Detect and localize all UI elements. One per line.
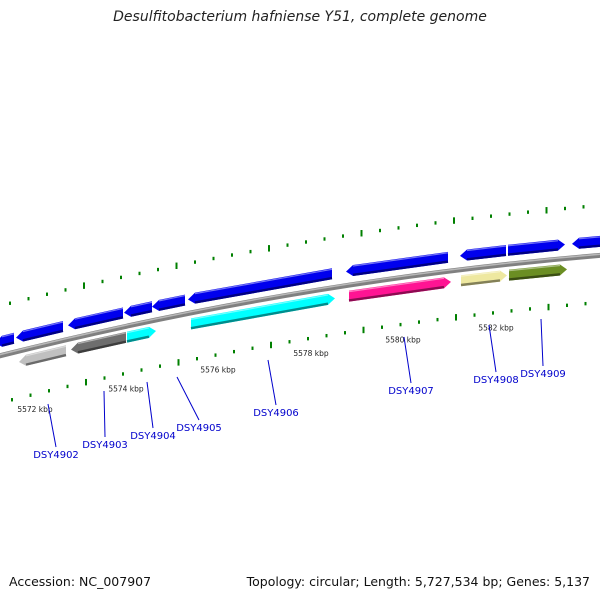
blue-gene-arrow-shine bbox=[22, 321, 64, 333]
blue-gene-arrow bbox=[152, 294, 186, 311]
blue-gene-arrow bbox=[507, 239, 565, 256]
callout-line bbox=[403, 336, 412, 384]
blue-gene-arrow-shine bbox=[352, 252, 449, 267]
callout-line bbox=[47, 403, 57, 448]
blue-gene-arrow-shine bbox=[578, 236, 600, 240]
blue-gene-arrow-body bbox=[68, 307, 123, 330]
gene-arrow-dsy4904 bbox=[126, 326, 156, 343]
gene-arrow-dsy4904-shadow bbox=[126, 335, 150, 343]
blue-gene-arrow-body bbox=[188, 268, 332, 304]
blue-gene-arrow-shine bbox=[74, 307, 124, 320]
scale-label: 5574 kbp bbox=[108, 384, 144, 393]
gene-arrow-dsy4908-shadow bbox=[460, 279, 501, 287]
blue-gene-arrow-shadow bbox=[1, 341, 15, 347]
gene-arrow-dsy4902 bbox=[19, 345, 67, 366]
blue-gene-arrow-shadow bbox=[130, 309, 153, 317]
blue-gene-arrow-shadow bbox=[74, 316, 124, 330]
gene-arrow-dsy4909-body bbox=[509, 264, 567, 281]
blue-gene-arrow-shadow bbox=[158, 303, 186, 311]
gene-label-dsy4906: DSY4906 bbox=[253, 408, 299, 419]
scale-label: 5578 kbp bbox=[293, 349, 329, 358]
blue-gene-arrow-shadow bbox=[578, 244, 600, 249]
gene-arrow-dsy4902-shadow bbox=[25, 353, 67, 366]
blue-gene-arrow-shadow bbox=[194, 276, 333, 304]
gene-arrow-dsy4909-shine bbox=[508, 264, 561, 272]
scale-label: 5582 kbp bbox=[478, 324, 514, 333]
blue-gene-arrow-shadow bbox=[352, 260, 449, 277]
blue-gene-arrow-body bbox=[508, 239, 565, 256]
blue-gene-arrow-shine bbox=[158, 294, 186, 302]
gene-arrow-dsy4907-shine bbox=[348, 277, 445, 293]
blue-gene-arrow-shine bbox=[1, 333, 15, 338]
callout-line bbox=[103, 390, 106, 438]
gene-label-dsy4909: DSY4909 bbox=[520, 369, 566, 380]
gene-arrow-dsy4903 bbox=[71, 331, 127, 354]
blue-gene-arrow bbox=[346, 251, 449, 277]
gene-label-dsy4905: DSY4905 bbox=[176, 423, 222, 434]
gene-label-dsy4904: DSY4904 bbox=[130, 431, 176, 442]
blue-gene-arrow-shadow bbox=[22, 329, 64, 342]
blue-gene-arrow-shine bbox=[466, 245, 507, 252]
blue-gene-arrow bbox=[68, 307, 124, 330]
blue-gene-arrow-body bbox=[346, 251, 448, 277]
blue-gene-arrow bbox=[124, 301, 153, 317]
gene-arrow-dsy4908-shine bbox=[460, 271, 501, 277]
blue-gene-arrow-shine bbox=[130, 301, 153, 308]
gene-arrow-dsy4903-shadow bbox=[77, 340, 127, 354]
blue-gene-arrow bbox=[188, 268, 333, 304]
gene-arrow-dsy4908 bbox=[460, 270, 507, 287]
callout-line bbox=[267, 359, 277, 406]
gene-arrow-dsy4906-body bbox=[191, 293, 335, 330]
map-title: Desulfitobacterium hafniense Y51, comple… bbox=[113, 9, 487, 25]
scale-label: 5580 kbp bbox=[385, 335, 421, 344]
blue-gene-arrow-shadow bbox=[466, 253, 507, 261]
gene-label-dsy4902: DSY4902 bbox=[33, 450, 79, 461]
gene-arrow-dsy4902-body bbox=[19, 345, 66, 366]
gene-arrow-dsy4907 bbox=[348, 277, 451, 302]
callout-line bbox=[146, 381, 154, 429]
blue-gene-arrow-shadow bbox=[507, 248, 559, 256]
blue-gene-arrow-shine bbox=[507, 240, 559, 247]
gene-arrow-dsy4907-shadow bbox=[348, 285, 445, 302]
gene-arrow-dsy4904-shine bbox=[126, 327, 150, 334]
gene-arrow-dsy4902-shine bbox=[25, 345, 67, 357]
gene-arrow-dsy4906-shadow bbox=[190, 302, 329, 330]
callout-line bbox=[176, 376, 200, 421]
blue-gene-arrow bbox=[16, 320, 64, 342]
gene-label-dsy4907: DSY4907 bbox=[388, 386, 434, 397]
gene-arrow-dsy4907-body bbox=[349, 277, 451, 302]
blue-gene-arrow-shine bbox=[194, 268, 333, 295]
scale-label: 5572 kbp bbox=[17, 405, 53, 414]
gene-arrow-dsy4906-shine bbox=[190, 294, 329, 320]
blue-gene-arrow bbox=[572, 235, 600, 249]
blue-gene-arrow-body bbox=[16, 320, 63, 342]
callout-line bbox=[540, 318, 544, 367]
gene-label-dsy4908: DSY4908 bbox=[473, 375, 519, 386]
backbone-line bbox=[0, 252, 600, 359]
gene-arrow-dsy4906 bbox=[190, 293, 335, 330]
backbone-highlight bbox=[0, 253, 600, 356]
gene-arrow-dsy4908-body bbox=[461, 270, 507, 287]
gene-arrow-dsy4909 bbox=[508, 264, 567, 281]
gene-label-dsy4903: DSY4903 bbox=[82, 440, 128, 451]
scale-label: 5576 kbp bbox=[200, 366, 236, 375]
gene-arrow-dsy4909-shadow bbox=[508, 273, 561, 281]
callout-line bbox=[488, 324, 497, 373]
gene-arrow-dsy4903-shine bbox=[77, 332, 127, 345]
blue-gene-arrow bbox=[460, 244, 507, 261]
blue-gene-arrow bbox=[0, 332, 15, 347]
gene-arrow-dsy4903-body bbox=[71, 331, 126, 354]
accession-text: Accession: NC_007907 bbox=[9, 574, 152, 589]
genome-summary: Topology: circular; Length: 5,727,534 bp… bbox=[246, 574, 590, 589]
